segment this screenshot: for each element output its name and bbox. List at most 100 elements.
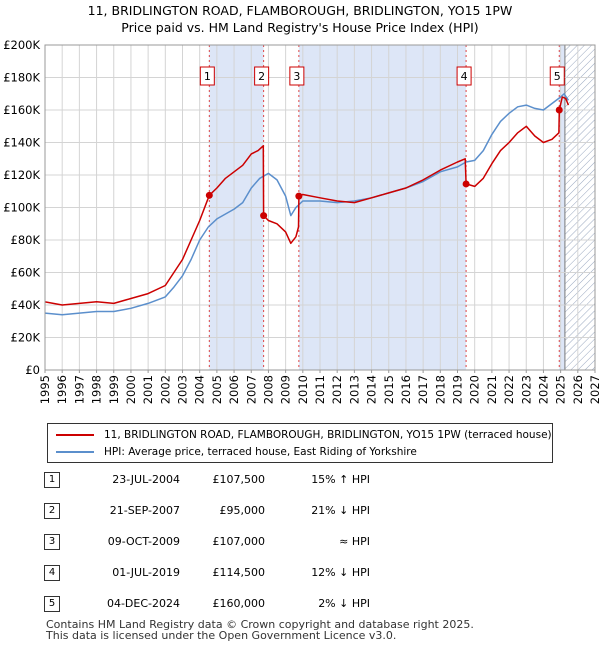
sale-number-label-text: 1 xyxy=(204,70,211,83)
sale-price: £107,500 xyxy=(212,473,266,486)
sale-number-label-text: 4 xyxy=(461,70,468,83)
chart-title-line1: 11, BRIDLINGTON ROAD, FLAMBOROUGH, BRIDL… xyxy=(87,3,513,18)
x-tick-label: 2012 xyxy=(330,375,344,404)
y-tick-label: £80K xyxy=(11,233,41,247)
sale-number-label-text: 5 xyxy=(554,70,561,83)
sale-points xyxy=(205,106,563,220)
sale-point xyxy=(260,212,268,220)
footer: Contains HM Land Registry data © Crown c… xyxy=(46,619,474,641)
table-row: 3 09-OCT-2009 £107,000 ≈ HPI xyxy=(0,532,600,552)
footer-licence: This data is licensed under the Open Gov… xyxy=(46,629,397,642)
x-tick-label: 2013 xyxy=(347,375,361,404)
sale-number-label: 2 xyxy=(254,66,270,86)
y-tick-label: £40K xyxy=(11,298,41,312)
y-tick-label: £160K xyxy=(3,103,40,117)
x-tick-label: 2021 xyxy=(485,375,499,404)
legend-hpi-label: HPI: Average price, terraced house, East… xyxy=(104,446,417,458)
sale-price: £114,500 xyxy=(212,566,266,579)
sale-number-label-box xyxy=(289,66,305,86)
y-tick-label: £200K xyxy=(3,38,40,52)
x-tick-label: 2004 xyxy=(193,375,207,404)
x-tick-label: 2011 xyxy=(313,375,327,404)
sale-point xyxy=(295,192,303,200)
sale-number-label-box xyxy=(254,66,270,86)
sale-number-label: 3 xyxy=(289,66,305,86)
sale-number-box: 5 xyxy=(44,596,60,612)
sale-hpi-comparison: 2% ↓ HPI xyxy=(318,597,370,610)
sale-price: £107,000 xyxy=(212,535,266,548)
x-tick-label: 2027 xyxy=(588,375,600,404)
sale-date: 04-DEC-2024 xyxy=(106,597,180,610)
x-tick-label: 1999 xyxy=(107,375,121,404)
x-tick-label: 2025 xyxy=(554,375,568,404)
sale-point xyxy=(205,191,213,199)
sale-marker-lines xyxy=(208,45,560,370)
sale-hpi-comparison: 12% ↓ HPI xyxy=(311,566,370,579)
sale-hpi-comparison: 21% ↓ HPI xyxy=(311,504,370,517)
x-tick-label: 2005 xyxy=(210,375,224,404)
sale-number-box: 2 xyxy=(44,503,60,519)
x-tick-label: 2014 xyxy=(365,375,379,404)
sale-hpi-comparison: ≈ HPI xyxy=(339,535,370,548)
x-tick-label: 1997 xyxy=(72,375,86,404)
sale-point xyxy=(462,180,470,188)
x-tick-label: 2022 xyxy=(502,375,516,404)
x-tick-label: 1996 xyxy=(55,375,69,404)
price-chart: £0 £20K £40K £60K £80K £100K £120K £140K £160K £1… xyxy=(3,38,600,404)
x-tick-label: 2016 xyxy=(399,375,413,404)
table-row: 5 04-DEC-2024 £160,000 2% ↓ HPI xyxy=(0,594,600,614)
x-tick-label: 2003 xyxy=(176,375,190,404)
legend: 11, BRIDLINGTON ROAD, FLAMBOROUGH, BRIDL… xyxy=(47,423,553,463)
sale-price: £95,000 xyxy=(219,504,266,517)
x-tick-label: 2017 xyxy=(416,375,430,404)
x-tick-label: 2001 xyxy=(141,375,155,404)
sale-date: 09-OCT-2009 xyxy=(107,535,180,548)
x-tick-label: 1998 xyxy=(90,375,104,404)
legend-price-label: 11, BRIDLINGTON ROAD, FLAMBOROUGH, BRIDL… xyxy=(104,429,552,441)
sale-number-box: 1 xyxy=(44,472,60,488)
sale-price: £160,000 xyxy=(212,597,266,610)
x-tick-label: 2000 xyxy=(124,375,138,404)
sale-date: 23-JUL-2004 xyxy=(112,473,180,486)
x-tick-label: 2023 xyxy=(519,375,533,404)
table-row: 2 21-SEP-2007 £95,000 21% ↓ HPI xyxy=(0,501,600,521)
x-tick-label: 2009 xyxy=(279,375,293,404)
sale-number-box: 3 xyxy=(44,534,60,550)
y-tick-label: £0 xyxy=(25,363,40,377)
legend-item-hpi: HPI: Average price, terraced house, East… xyxy=(56,444,417,460)
legend-price-swatch xyxy=(56,434,94,436)
chart-title: 11, BRIDLINGTON ROAD, FLAMBOROUGH, BRIDL… xyxy=(0,2,600,36)
sale-date: 01-JUL-2019 xyxy=(112,566,180,579)
x-tick-label: 2006 xyxy=(227,375,241,404)
y-tick-label: £180K xyxy=(3,71,40,85)
x-tick-label: 2002 xyxy=(158,375,172,404)
sale-point xyxy=(555,106,563,114)
sale-number-labels: 1 2 3 4 5 xyxy=(199,66,565,86)
x-tick-label: 2026 xyxy=(571,375,585,404)
table-row: 1 23-JUL-2004 £107,500 15% ↑ HPI xyxy=(0,470,600,490)
x-tick-label: 1995 xyxy=(38,375,52,404)
sale-number-label-box xyxy=(456,66,472,86)
x-tick-label: 2019 xyxy=(451,375,465,404)
y-tick-label: £100K xyxy=(3,201,40,215)
sale-number-label-text: 2 xyxy=(258,70,265,83)
sale-date: 21-SEP-2007 xyxy=(109,504,180,517)
sale-number-label-box xyxy=(199,66,215,86)
legend-hpi-swatch xyxy=(56,451,94,453)
x-tick-label: 2008 xyxy=(261,375,275,404)
x-tick-label: 2010 xyxy=(296,375,310,404)
sale-number-label: 5 xyxy=(549,66,565,86)
x-tick-label: 2024 xyxy=(536,375,550,404)
x-tick-label: 2007 xyxy=(244,375,258,404)
y-tick-label: £120K xyxy=(3,168,40,182)
sale-number-label-text: 3 xyxy=(293,70,300,83)
sale-hpi-comparison: 15% ↑ HPI xyxy=(311,473,370,486)
y-tick-label: £60K xyxy=(11,266,41,280)
legend-item-price: 11, BRIDLINGTON ROAD, FLAMBOROUGH, BRIDL… xyxy=(56,427,552,443)
sale-number-label: 1 xyxy=(199,66,215,86)
sale-number-label: 4 xyxy=(456,66,472,86)
footer-copyright: Contains HM Land Registry data © Crown c… xyxy=(46,618,474,631)
sale-number-box: 4 xyxy=(44,565,60,581)
y-tick-label: £20K xyxy=(11,331,41,345)
sale-number-label-box xyxy=(549,66,565,86)
